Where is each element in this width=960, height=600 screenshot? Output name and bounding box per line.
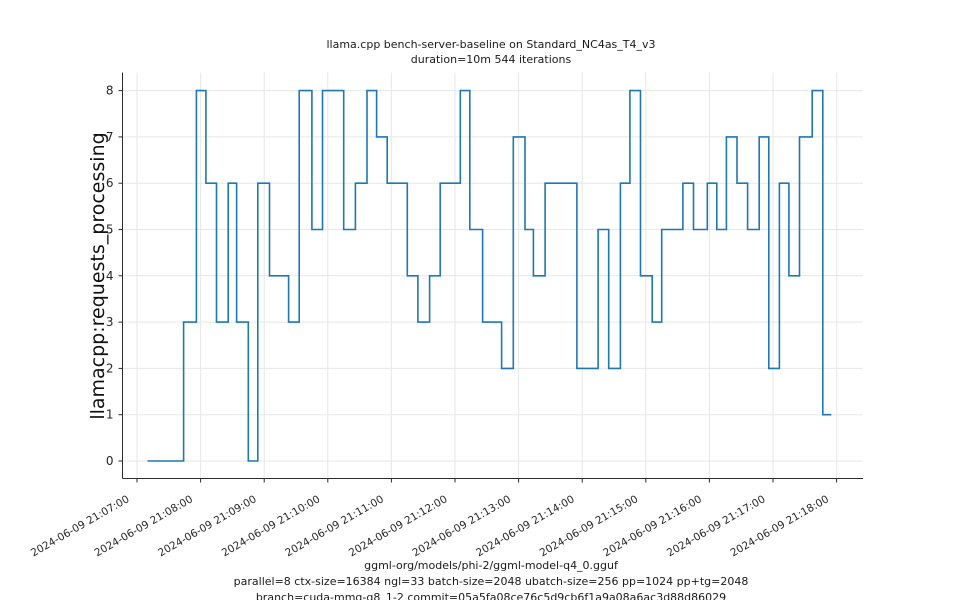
svg-text:6: 6 bbox=[106, 176, 114, 190]
chart-title-line1: llama.cpp bench-server-baseline on Stand… bbox=[326, 38, 656, 51]
x-axis-caption: ggml-org/models/phi-2/ggml-model-q4_0.gg… bbox=[119, 558, 863, 600]
svg-text:5: 5 bbox=[106, 223, 114, 237]
svg-text:0: 0 bbox=[106, 454, 114, 468]
svg-text:8: 8 bbox=[106, 84, 114, 98]
svg-text:1: 1 bbox=[106, 408, 114, 422]
svg-text:7: 7 bbox=[106, 130, 114, 144]
chart-title-line2: duration=10m 544 iterations bbox=[410, 52, 572, 66]
svg-text:4: 4 bbox=[106, 269, 114, 283]
svg-text:3: 3 bbox=[106, 315, 114, 329]
svg-text:2: 2 bbox=[106, 361, 114, 375]
caption-params: parallel=8 ctx-size=16384 ngl=33 batch-s… bbox=[233, 575, 749, 588]
grid-lines bbox=[122, 72, 863, 479]
series-line bbox=[147, 89, 832, 462]
y-tick-labels: 0 1 2 3 4 5 6 7 8 bbox=[106, 84, 114, 468]
caption-branch-commit: branch=cuda-mmq-q8_1-2 commit=05a5fa08ce… bbox=[255, 591, 727, 600]
chart-title: llama.cpp bench-server-baseline on Stand… bbox=[119, 38, 863, 67]
axis-spines-and-ticks bbox=[118, 72, 863, 483]
caption-model-path: ggml-org/models/phi-2/ggml-model-q4_0.gg… bbox=[364, 559, 618, 572]
svg-text:2024-06-09 21:07:00: 2024-06-09 21:07:00 bbox=[29, 493, 132, 559]
